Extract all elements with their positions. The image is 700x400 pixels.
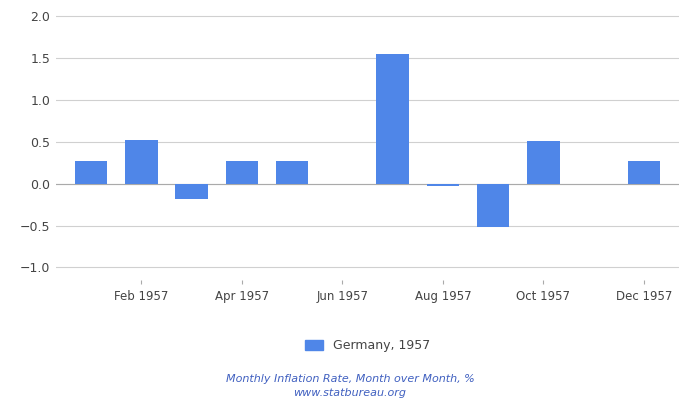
Bar: [426, 184, 459, 186]
Bar: [477, 184, 510, 227]
Bar: [225, 161, 258, 184]
Text: www.statbureau.org: www.statbureau.org: [293, 388, 407, 398]
Bar: [527, 141, 560, 184]
Bar: [377, 54, 409, 184]
Text: Monthly Inflation Rate, Month over Month, %: Monthly Inflation Rate, Month over Month…: [225, 374, 475, 384]
Bar: [175, 184, 208, 199]
Bar: [125, 140, 158, 184]
Bar: [75, 161, 108, 184]
Bar: [627, 161, 660, 184]
Bar: [276, 161, 309, 184]
Legend: Germany, 1957: Germany, 1957: [300, 334, 435, 358]
